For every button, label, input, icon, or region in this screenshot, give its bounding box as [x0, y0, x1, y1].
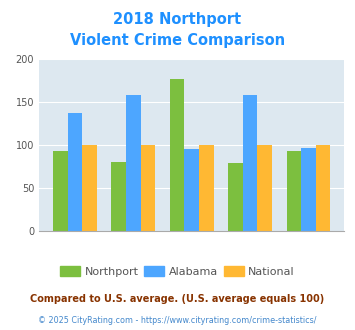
Bar: [301, 148, 316, 231]
Bar: [53, 151, 67, 231]
Bar: [141, 145, 155, 231]
Text: 2018 Northport: 2018 Northport: [114, 12, 241, 26]
Bar: [170, 79, 184, 231]
Bar: [286, 151, 301, 231]
Bar: [199, 145, 214, 231]
Text: Compared to U.S. average. (U.S. average equals 100): Compared to U.S. average. (U.S. average …: [31, 294, 324, 304]
Bar: [184, 148, 199, 231]
Bar: [67, 114, 82, 231]
Bar: [257, 145, 272, 231]
Bar: [228, 163, 243, 231]
Text: Violent Crime Comparison: Violent Crime Comparison: [70, 33, 285, 48]
Bar: [111, 162, 126, 231]
Bar: [126, 95, 141, 231]
Legend: Northport, Alabama, National: Northport, Alabama, National: [56, 261, 299, 281]
Bar: [82, 145, 97, 231]
Bar: [316, 145, 331, 231]
Text: © 2025 CityRating.com - https://www.cityrating.com/crime-statistics/: © 2025 CityRating.com - https://www.city…: [38, 315, 317, 325]
Bar: [243, 95, 257, 231]
